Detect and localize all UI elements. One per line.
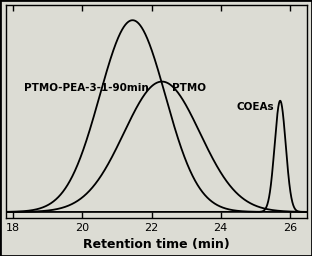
Text: PTMO: PTMO	[172, 83, 206, 93]
Text: COEAs: COEAs	[236, 102, 274, 112]
X-axis label: Retention time (min): Retention time (min)	[83, 238, 230, 251]
Text: PTMO-PEA-3-1-90min: PTMO-PEA-3-1-90min	[24, 83, 149, 93]
